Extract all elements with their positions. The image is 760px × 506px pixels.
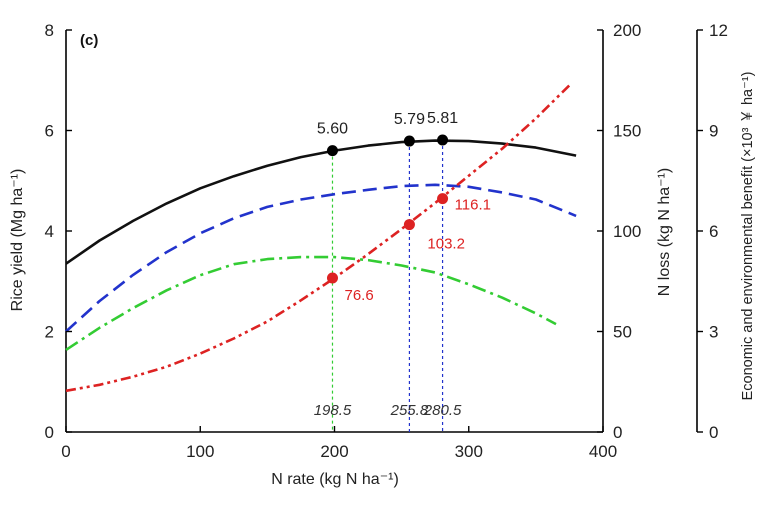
yield-point-label: 5.79 (394, 111, 425, 128)
series-line-4 (65, 84, 571, 393)
yield-point (403, 135, 415, 147)
y-tick-label-right: 100 (613, 222, 641, 241)
nloss-point (326, 272, 338, 284)
reference-line-label: 198.5 (314, 402, 352, 419)
x-tick-label: 200 (320, 442, 348, 461)
x-tick-label: 0 (61, 442, 70, 461)
x-tick-label: 100 (186, 442, 214, 461)
panel-label: (c) (80, 32, 98, 49)
y-tick-label-right: 150 (613, 122, 641, 141)
y-tick-label-left: 4 (45, 222, 54, 241)
y-tick-label-right: 0 (613, 423, 622, 442)
x-axis-label: N rate (kg N ha⁻¹) (271, 471, 399, 488)
y-tick-label-right2: 0 (709, 423, 718, 442)
yield-point (437, 134, 449, 146)
y-axis-label-left: Rice yield (Mg ha⁻¹) (9, 169, 26, 312)
x-tick-label: 400 (589, 442, 617, 461)
points-group: 5.60 5.79 5.81 76.6 103.2 116.1 (317, 110, 491, 304)
nloss-point-label: 76.6 (344, 287, 373, 304)
y-tick-label-right2: 9 (709, 122, 718, 141)
nloss-point (437, 193, 449, 205)
y-tick-label-left: 6 (45, 122, 54, 141)
series-line-1 (65, 139, 577, 265)
x-tick-label: 300 (455, 442, 483, 461)
yield-point-label: 5.81 (427, 110, 458, 127)
yield-point (326, 145, 338, 157)
series-line-2 (65, 183, 577, 333)
y-tick-label-left: 2 (45, 323, 54, 342)
yield-point-label: 5.60 (317, 121, 348, 138)
reference-line-label: 280.5 (423, 402, 462, 419)
y-tick-label-right2: 6 (709, 222, 718, 241)
nloss-point-label: 116.1 (455, 197, 491, 214)
nloss-point-label: 103.2 (427, 236, 465, 253)
y-tick-label-right: 200 (613, 21, 641, 40)
y-tick-label-left: 8 (45, 21, 54, 40)
y-tick-label-right2: 3 (709, 323, 718, 342)
y-tick-label-right2: 12 (709, 21, 728, 40)
y-axis-label-right2: Economic and environmental benefit (×10³… (740, 72, 756, 401)
y-tick-label-left: 0 (45, 423, 54, 442)
series-group (65, 84, 577, 393)
y-tick-label-right: 50 (613, 323, 632, 342)
y-axis-label-right: N loss (kg N ha⁻¹) (656, 168, 673, 296)
series-line-3 (65, 255, 557, 351)
nloss-point (403, 219, 415, 231)
reference-line-label: 255.8 (390, 402, 429, 419)
